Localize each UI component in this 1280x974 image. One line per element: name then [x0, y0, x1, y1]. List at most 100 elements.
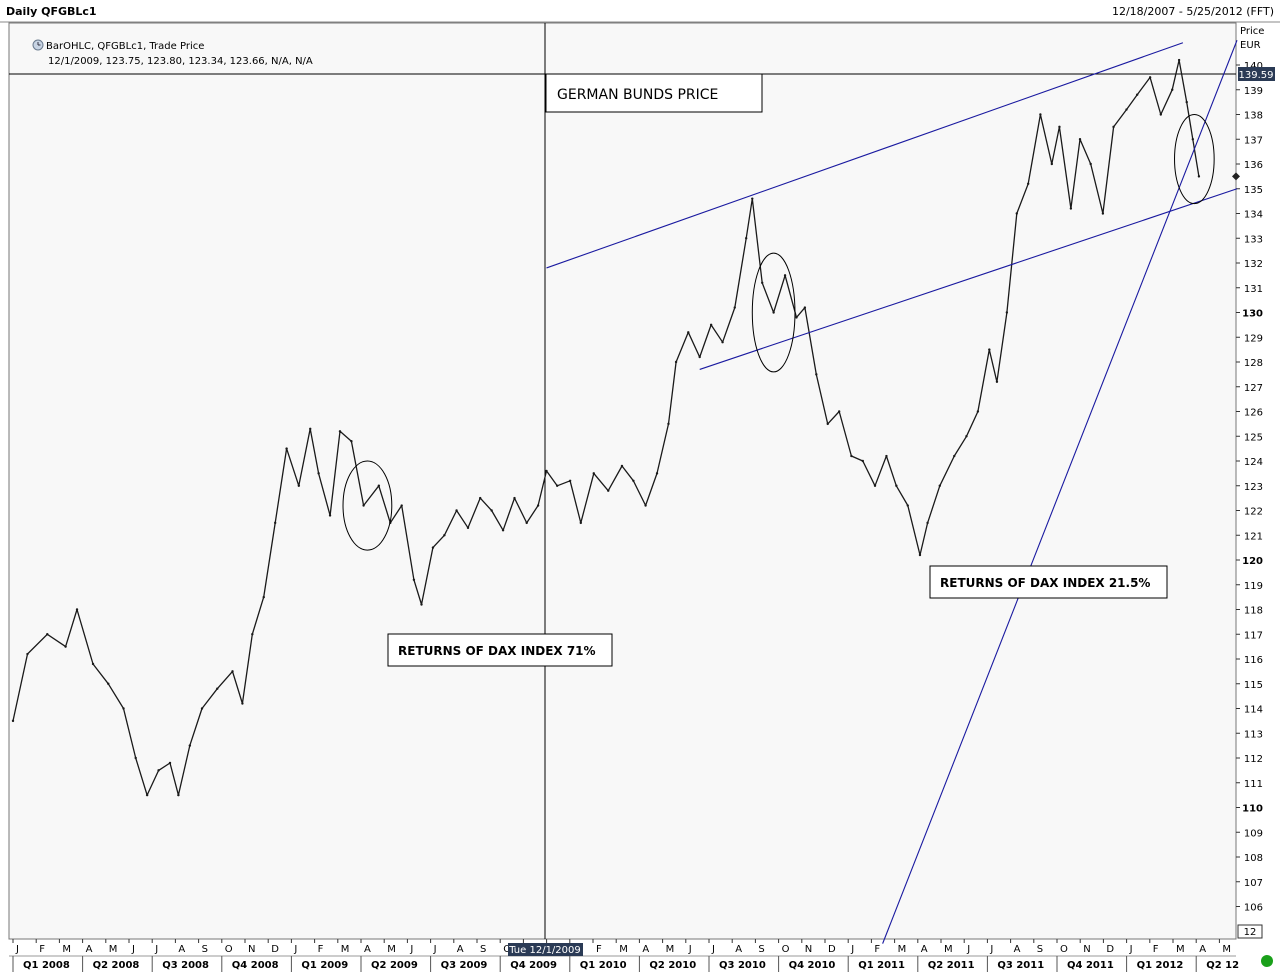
quarter-label: Q1 2010 — [580, 960, 627, 971]
y-tick-label: 117 — [1244, 630, 1263, 641]
price-point — [938, 484, 941, 487]
price-point — [783, 274, 787, 277]
price-point — [328, 514, 332, 517]
y-tick-label: 106 — [1244, 903, 1263, 914]
price-point — [317, 472, 320, 475]
status-dot-icon[interactable] — [1261, 955, 1273, 967]
quarter-label: Q2 2008 — [93, 960, 140, 971]
price-point — [145, 793, 149, 797]
price-point — [107, 682, 110, 685]
month-label: F — [39, 944, 45, 955]
price-point — [400, 504, 403, 507]
y-tick-label: 120 — [1242, 556, 1263, 567]
price-point — [362, 504, 365, 507]
y-tick-label: 132 — [1244, 259, 1263, 270]
month-label: J — [966, 944, 970, 955]
price-point — [698, 355, 701, 359]
month-label: M — [1176, 944, 1185, 955]
month-label: J — [15, 944, 19, 955]
price-point — [885, 454, 888, 458]
price-point — [216, 687, 219, 690]
month-label: M — [387, 944, 396, 955]
price-point — [46, 633, 49, 636]
price-point — [837, 410, 841, 413]
title-bar — [0, 0, 1280, 22]
price-point — [1026, 182, 1030, 185]
month-label: J — [433, 944, 437, 955]
price-point — [733, 306, 736, 309]
month-label: J — [293, 944, 297, 955]
y-tick-label: 110 — [1242, 804, 1263, 815]
y-tick-label: 116 — [1244, 655, 1263, 666]
month-label: D — [271, 944, 279, 955]
y-tick-label: 125 — [1244, 432, 1263, 443]
quarter-label: Q4 2008 — [232, 960, 279, 971]
y-tick-label: 111 — [1244, 779, 1263, 790]
price-point — [620, 464, 624, 468]
month-label: J — [409, 944, 413, 955]
y-tick-label: 108 — [1244, 853, 1263, 864]
month-label: J — [688, 944, 692, 955]
y-tick-label: 118 — [1244, 606, 1263, 617]
month-label: J — [1129, 944, 1133, 955]
quarter-label: Q3 2008 — [162, 960, 209, 971]
price-point — [906, 504, 909, 507]
price-point — [91, 662, 95, 666]
month-label: A — [457, 944, 464, 955]
price-point — [251, 633, 254, 636]
month-label: A — [921, 944, 928, 955]
quarter-label: Q2 2009 — [371, 960, 418, 971]
y-tick-label: 128 — [1244, 358, 1263, 369]
quarter-label: Q1 2012 — [1137, 960, 1184, 971]
price-point — [11, 719, 15, 723]
price-point — [1101, 212, 1105, 215]
date-range: 12/18/2007 - 5/25/2012 (FFT) — [1112, 5, 1274, 18]
corner-box — [1237, 924, 1263, 939]
quarter-label: Q4 2010 — [789, 960, 836, 971]
month-label: A — [1199, 944, 1206, 955]
month-label: N — [805, 944, 812, 955]
y-tick-label: 131 — [1244, 284, 1263, 295]
month-label: M — [898, 944, 907, 955]
y-tick-label: 126 — [1244, 408, 1263, 419]
y-tick-label: 119 — [1244, 581, 1263, 592]
y-tick-label: 135 — [1244, 185, 1263, 196]
y-tick-label: 124 — [1244, 457, 1263, 468]
price-point — [412, 578, 416, 581]
price-point — [122, 707, 125, 710]
y-tick-label: 109 — [1244, 828, 1263, 839]
month-label: M — [666, 944, 675, 955]
month-label: A — [1014, 944, 1021, 955]
trendline — [699, 188, 1238, 370]
price-point — [655, 472, 659, 475]
price-point — [309, 427, 312, 431]
month-label: M — [1222, 944, 1231, 955]
month-label: J — [711, 944, 715, 955]
price-point — [721, 341, 724, 344]
month-label: O — [225, 944, 233, 955]
price-point — [1191, 138, 1195, 141]
y-tick-label: 136 — [1244, 160, 1263, 171]
price-point — [466, 526, 470, 530]
price-point — [744, 237, 748, 240]
price-point — [953, 454, 956, 458]
corner-label: 12 — [1244, 927, 1257, 938]
clock-icon[interactable] — [32, 39, 44, 51]
price-point — [674, 360, 678, 364]
price-point — [1171, 88, 1174, 91]
month-label: F — [1153, 944, 1159, 955]
price-point — [231, 670, 234, 673]
y-tick-label: 107 — [1244, 878, 1263, 889]
price-point — [709, 323, 713, 327]
month-label: O — [1060, 944, 1068, 955]
price-point — [687, 331, 690, 334]
y-tick-label: 121 — [1244, 531, 1263, 542]
price-point — [455, 509, 458, 512]
month-label: A — [178, 944, 185, 955]
price-point — [1197, 175, 1201, 178]
month-label: S — [202, 944, 208, 955]
highlight-circles — [342, 114, 1215, 551]
price-point — [988, 348, 991, 351]
month-label: J — [850, 944, 854, 955]
